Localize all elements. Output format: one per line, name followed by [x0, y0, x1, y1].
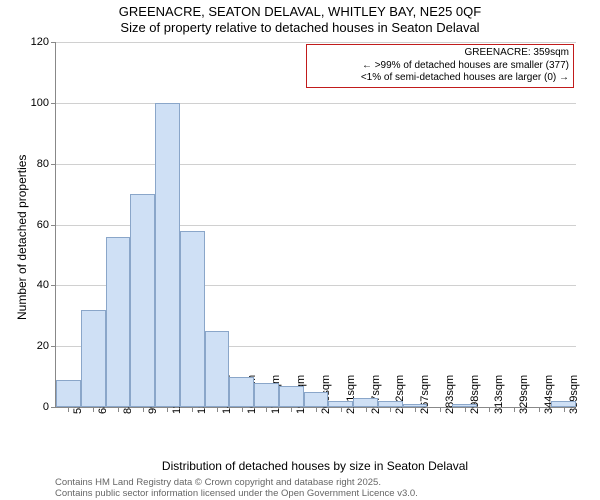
x-tick-mark [489, 407, 490, 412]
x-tick-label: 267sqm [419, 375, 431, 414]
histogram-bar [229, 377, 254, 407]
x-tick-mark [266, 407, 267, 412]
attribution-line-2: Contains public sector information licen… [55, 488, 418, 499]
y-tick-mark [51, 164, 56, 165]
y-gridline [56, 42, 576, 43]
y-tick-label: 20 [37, 340, 49, 352]
y-tick-mark [51, 225, 56, 226]
x-tick-mark [316, 407, 317, 412]
y-gridline [56, 103, 576, 104]
annotation-line-3: <1% of semi-detached houses are larger (… [311, 72, 569, 85]
y-tick-mark [51, 42, 56, 43]
x-tick-mark [167, 407, 168, 412]
y-tick-label: 100 [31, 97, 49, 109]
x-tick-mark [564, 407, 565, 412]
attribution-block: Contains HM Land Registry data © Crown c… [55, 477, 418, 500]
x-tick-label: 298sqm [469, 375, 481, 414]
y-tick-mark [51, 346, 56, 347]
x-tick-label: 359sqm [568, 375, 580, 414]
chart-title-block: GREENACRE, SEATON DELAVAL, WHITLEY BAY, … [0, 4, 600, 37]
histogram-bar [155, 103, 180, 407]
histogram-bar [304, 392, 329, 407]
x-tick-mark [118, 407, 119, 412]
histogram-bar [254, 383, 279, 407]
x-tick-mark [93, 407, 94, 412]
annotation-line-2: ← >99% of detached houses are smaller (3… [311, 60, 569, 73]
y-tick-label: 40 [37, 279, 49, 291]
x-tick-mark [539, 407, 540, 412]
x-tick-mark [291, 407, 292, 412]
y-tick-mark [51, 407, 56, 408]
y-tick-mark [51, 285, 56, 286]
title-line-2: Size of property relative to detached ho… [0, 20, 600, 36]
x-tick-mark [68, 407, 69, 412]
histogram-bar [56, 380, 81, 407]
histogram-bar [353, 398, 378, 407]
x-tick-mark [465, 407, 466, 412]
x-tick-mark [415, 407, 416, 412]
histogram-bar [378, 401, 403, 407]
x-tick-mark [242, 407, 243, 412]
histogram-bar [81, 310, 106, 407]
annotation-box: GREENACRE: 359sqm ← >99% of detached hou… [306, 44, 574, 88]
x-tick-mark [514, 407, 515, 412]
x-tick-label: 237sqm [370, 375, 382, 414]
x-tick-label: 329sqm [518, 375, 530, 414]
x-tick-label: 313sqm [493, 375, 505, 414]
x-tick-mark [217, 407, 218, 412]
histogram-bar [180, 231, 205, 407]
histogram-bar [106, 237, 131, 407]
x-tick-mark [390, 407, 391, 412]
x-tick-mark [366, 407, 367, 412]
histogram-bar [452, 404, 477, 407]
x-tick-mark [192, 407, 193, 412]
histogram-bar [328, 401, 353, 407]
histogram-bar [130, 194, 155, 407]
x-tick-label: 283sqm [444, 375, 456, 414]
histogram-bar [279, 386, 304, 407]
x-tick-mark [440, 407, 441, 412]
attribution-line-1: Contains HM Land Registry data © Crown c… [55, 477, 418, 488]
chart-container: GREENACRE, SEATON DELAVAL, WHITLEY BAY, … [0, 0, 600, 500]
x-axis-label: Distribution of detached houses by size … [55, 459, 575, 473]
y-gridline [56, 164, 576, 165]
histogram-bar [551, 401, 576, 407]
y-tick-label: 60 [37, 219, 49, 231]
x-tick-mark [341, 407, 342, 412]
plot-area: GREENACRE: 359sqm ← >99% of detached hou… [55, 42, 576, 408]
x-tick-label: 252sqm [394, 375, 406, 414]
annotation-line-1: GREENACRE: 359sqm [311, 47, 569, 60]
x-tick-label: 344sqm [543, 375, 555, 414]
histogram-bar [403, 404, 428, 407]
histogram-bar [205, 331, 230, 407]
title-line-1: GREENACRE, SEATON DELAVAL, WHITLEY BAY, … [0, 4, 600, 20]
y-tick-label: 0 [43, 401, 49, 413]
y-tick-label: 80 [37, 158, 49, 170]
y-tick-mark [51, 103, 56, 104]
x-tick-label: 221sqm [345, 375, 357, 414]
y-tick-label: 120 [31, 36, 49, 48]
x-tick-mark [143, 407, 144, 412]
y-axis-label: Number of detached properties [15, 154, 29, 319]
